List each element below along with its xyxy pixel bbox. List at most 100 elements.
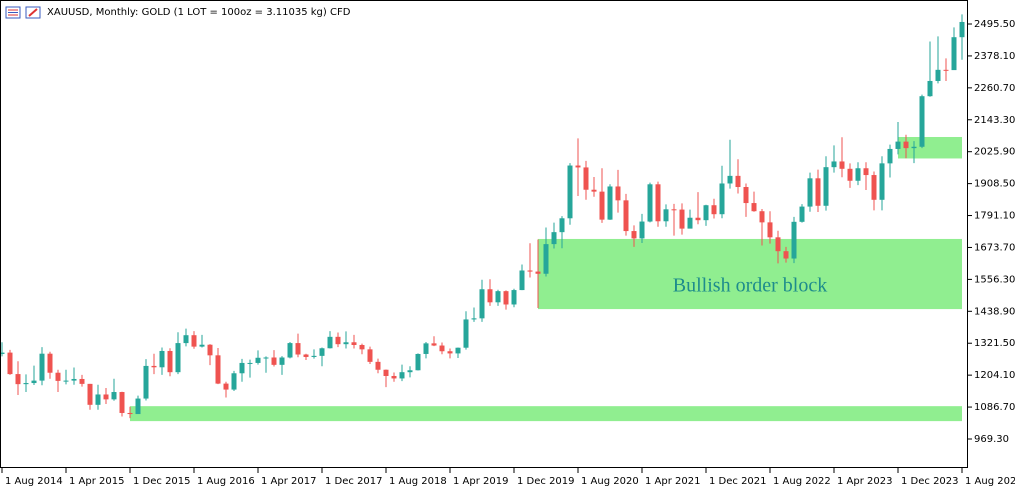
candle-body: [151, 365, 157, 368]
candle-body: [111, 392, 117, 400]
candle-body: [831, 161, 837, 168]
candle-body: [239, 362, 245, 374]
candle-body: [431, 343, 437, 346]
x-tick-label: 1 Aug 2016: [197, 476, 255, 487]
candle-body: [871, 175, 877, 200]
candle-body: [951, 37, 957, 71]
candle-body: [607, 186, 613, 220]
order-block-label: Bullish order block: [673, 275, 827, 297]
candle-body: [783, 251, 789, 259]
candle-body: [319, 348, 325, 356]
candle-body: [511, 290, 517, 305]
x-tick-label: 1 Apr 2021: [645, 476, 700, 487]
candle-body: [263, 357, 269, 359]
candle-body: [767, 222, 773, 238]
y-tick-label: 1321.50: [974, 338, 1015, 349]
candle-body: [471, 318, 477, 320]
candle-body: [919, 96, 925, 147]
y-tick-label: 2260.70: [974, 83, 1015, 94]
candle-body: [295, 343, 301, 355]
candle-body: [943, 69, 949, 71]
y-tick-label: 1908.50: [974, 179, 1015, 190]
x-tick-label: 1 Aug 2022: [773, 476, 831, 487]
candle-body: [775, 237, 781, 252]
candle-body: [79, 378, 85, 384]
y-tick-label: 1086.70: [974, 402, 1015, 413]
candle-body: [279, 357, 285, 365]
candle-body: [559, 218, 565, 233]
candle-body: [631, 231, 637, 239]
candle-body: [815, 178, 821, 206]
candle-body: [679, 209, 685, 229]
candle-body: [407, 370, 413, 373]
candle-body: [327, 336, 333, 349]
candle-body: [735, 175, 741, 188]
candle-body: [343, 342, 349, 345]
candle-body: [359, 344, 365, 350]
candle-body: [303, 354, 309, 357]
candle-body: [615, 186, 621, 201]
candle-body: [855, 168, 861, 181]
candle-body: [7, 352, 13, 375]
candle-body: [823, 167, 829, 206]
candle-body: [399, 372, 405, 379]
candle-body: [791, 221, 797, 259]
candle-body: [247, 362, 253, 364]
candle-body: [223, 383, 229, 390]
y-tick-label: 1204.10: [974, 370, 1015, 381]
candle-body: [895, 141, 901, 149]
x-tick-label: 1 Apr 2017: [261, 476, 316, 487]
candles: [0, 14, 965, 419]
candle-body: [687, 217, 693, 229]
candle-body: [31, 380, 37, 384]
candle-body: [167, 350, 173, 373]
candle-body: [375, 361, 381, 370]
candle-body: [663, 209, 669, 222]
symbol-icons: [5, 6, 41, 19]
candle-body: [887, 148, 893, 164]
candle-body: [215, 355, 221, 384]
candle-body: [439, 345, 445, 352]
y-tick-label: 2495.50: [974, 19, 1015, 30]
candle-body: [311, 355, 317, 357]
candle-body: [799, 206, 805, 222]
x-tick-label: 1 Aug 2020: [581, 476, 639, 487]
candle-body: [863, 168, 869, 176]
candle-body: [519, 270, 525, 291]
candle-body: [135, 398, 141, 415]
candle-body: [175, 343, 181, 373]
candle-body: [503, 291, 509, 305]
y-tick-label: 1791.10: [974, 211, 1015, 222]
candle-body: [711, 205, 717, 215]
candle-body: [351, 342, 357, 345]
candle-body: [759, 211, 765, 223]
candle-body: [463, 319, 469, 348]
x-tick-label: 1 Aug 2014: [5, 476, 63, 487]
candle-body: [15, 374, 21, 385]
candle-body: [0, 352, 5, 354]
candle-body: [127, 412, 133, 415]
candle-body: [743, 187, 749, 204]
y-tick-label: 1673.70: [974, 242, 1015, 253]
candle-body: [367, 349, 373, 362]
candle-body: [879, 163, 885, 200]
candle-body: [391, 375, 397, 379]
candle-body: [535, 271, 541, 274]
candle-body: [119, 392, 125, 413]
candle-body: [415, 353, 421, 371]
candle-body: [191, 335, 197, 347]
candle-body: [751, 203, 757, 212]
candle-body: [935, 69, 941, 81]
candle-body: [719, 183, 725, 215]
candle-body: [567, 165, 573, 219]
candle-body: [911, 146, 917, 149]
candle-body: [71, 378, 77, 381]
x-tick-label: 1 Aug 2018: [389, 476, 447, 487]
y-tick-label: 2143.30: [974, 115, 1015, 126]
candle-body: [255, 357, 261, 363]
candle-body: [447, 351, 453, 354]
candle-body: [639, 221, 645, 239]
candle-body: [839, 161, 845, 169]
candle-body: [551, 232, 557, 245]
candle-body: [703, 205, 709, 221]
